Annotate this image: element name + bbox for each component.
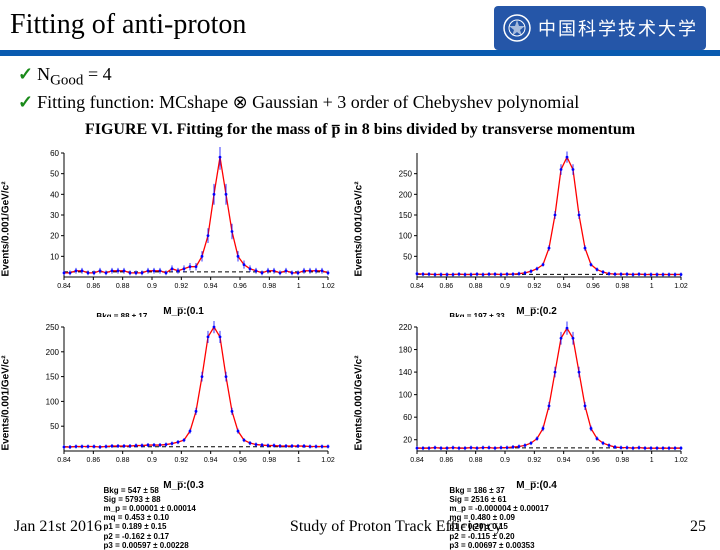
svg-text:0.88: 0.88 [116, 283, 130, 290]
svg-text:200: 200 [399, 190, 413, 199]
page-number: 25 [690, 518, 706, 536]
x-axis-label: M_p̅:(0.2Bkg = 197 ± 33Sig = 2263 ± 56m_… [516, 306, 557, 317]
bullet-1: ✓NGood = 4 [18, 64, 706, 90]
svg-text:0.84: 0.84 [57, 457, 71, 464]
y-axis-label: Events/0.001/GeV/c² [354, 355, 365, 450]
svg-text:1.02: 1.02 [321, 457, 335, 464]
svg-text:0.88: 0.88 [469, 457, 483, 464]
x-axis-label: M_p̅:(0.4Bkg = 186 ± 37Sig = 2516 ± 61m_… [516, 480, 557, 491]
svg-text:0.86: 0.86 [440, 457, 454, 464]
university-name: 中国科学技术大学 [538, 15, 698, 41]
footer-date: Jan 21st 2016 [14, 518, 102, 536]
figure-caption: FIGURE VI. Fitting for the mass of p̅ in… [0, 121, 720, 139]
svg-text:200: 200 [46, 347, 60, 356]
chart-svg: 20 60 100 140 180 220 0.84 0.86 0.88 0.9 0.92 0.94 0… [389, 321, 689, 471]
svg-text:250: 250 [46, 323, 60, 332]
footer-title: Study of Proton Track Efficiency [290, 518, 502, 536]
y-axis-label: Events/0.001/GeV/c² [354, 181, 365, 276]
svg-text:40: 40 [50, 190, 59, 199]
svg-text:100: 100 [46, 397, 60, 406]
svg-text:0.94: 0.94 [557, 457, 571, 464]
svg-text:150: 150 [46, 372, 60, 381]
svg-text:0.98: 0.98 [263, 457, 277, 464]
bullet-2: ✓Fitting function: MCshape ⊗ Gaussian + … [18, 92, 706, 113]
svg-text:0.92: 0.92 [528, 283, 542, 290]
ustc-seal-icon [502, 13, 532, 43]
svg-text:0.9: 0.9 [500, 283, 510, 290]
svg-text:1: 1 [297, 457, 301, 464]
svg-text:0.88: 0.88 [116, 457, 130, 464]
plot-panel: 50 100 150 200 250 0.84 0.86 0.88 0.9 0.92 0.94 0.9… [8, 317, 359, 489]
svg-text:0.98: 0.98 [263, 283, 277, 290]
svg-text:180: 180 [399, 345, 413, 354]
university-logo: 中国科学技术大学 [494, 6, 706, 50]
svg-text:0.92: 0.92 [175, 283, 189, 290]
svg-text:1: 1 [297, 283, 301, 290]
svg-text:0.98: 0.98 [616, 457, 630, 464]
svg-text:60: 60 [403, 413, 412, 422]
svg-text:0.86: 0.86 [87, 457, 101, 464]
svg-text:10: 10 [50, 252, 59, 261]
svg-text:100: 100 [399, 390, 413, 399]
chart-svg: 50 100 150 200 250 0.84 0.86 0.88 0.9 0.92 0.94 0.9… [389, 147, 689, 297]
svg-text:1.02: 1.02 [321, 283, 335, 290]
y-axis-label: Events/0.001/GeV/c² [1, 355, 12, 450]
svg-text:0.86: 0.86 [87, 283, 101, 290]
svg-text:1.02: 1.02 [674, 457, 688, 464]
svg-text:0.96: 0.96 [586, 457, 600, 464]
check-icon: ✓ [18, 64, 33, 84]
svg-text:220: 220 [399, 323, 413, 332]
x-axis-label: M_p̅:(0.3Bkg = 547 ± 58Sig = 5793 ± 88m_… [163, 480, 204, 491]
svg-text:0.92: 0.92 [175, 457, 189, 464]
svg-text:1: 1 [650, 283, 654, 290]
chart-svg: 50 100 150 200 250 0.84 0.86 0.88 0.9 0.92 0.94 0.9… [36, 321, 336, 471]
svg-text:0.92: 0.92 [528, 457, 542, 464]
plot-grid: 1020304050600.840.860.880.90.920.940.960… [0, 143, 720, 489]
y-axis-label: Events/0.001/GeV/c² [1, 181, 12, 276]
bullet-list: ✓NGood = 4 ✓Fitting function: MCshape ⊗ … [0, 56, 720, 113]
svg-text:0.96: 0.96 [586, 283, 600, 290]
svg-text:0.88: 0.88 [469, 283, 483, 290]
footer: Jan 21st 2016 Study of Proton Track Effi… [0, 518, 720, 536]
svg-text:50: 50 [50, 422, 59, 431]
svg-text:30: 30 [50, 211, 59, 220]
svg-text:0.96: 0.96 [233, 457, 247, 464]
svg-text:0.86: 0.86 [440, 283, 454, 290]
svg-text:0.9: 0.9 [147, 457, 157, 464]
svg-text:60: 60 [50, 149, 59, 158]
svg-text:20: 20 [50, 231, 59, 240]
svg-text:140: 140 [399, 368, 413, 377]
svg-text:0.84: 0.84 [410, 283, 424, 290]
svg-text:50: 50 [403, 252, 412, 261]
plot-panel: 50 100 150 200 250 0.84 0.86 0.88 0.9 0.92 0.94 0.9… [361, 143, 712, 315]
svg-text:100: 100 [399, 231, 413, 240]
svg-text:0.9: 0.9 [500, 457, 510, 464]
check-icon: ✓ [18, 92, 33, 112]
page-title: Fitting of anti-proton [10, 9, 246, 41]
svg-text:0.9: 0.9 [147, 283, 157, 290]
svg-text:0.94: 0.94 [557, 283, 571, 290]
svg-text:50: 50 [50, 169, 59, 178]
plot-panel: 20 60 100 140 180 220 0.84 0.86 0.88 0.9 0.92 0.94 0… [361, 317, 712, 489]
svg-text:0.96: 0.96 [233, 283, 247, 290]
svg-text:1: 1 [650, 457, 654, 464]
svg-text:150: 150 [399, 211, 413, 220]
svg-text:1.02: 1.02 [674, 283, 688, 290]
x-axis-label: M_p̅:(0.1Bkg = 88 ± 17Sig = 430 ± 26m_p … [163, 306, 204, 317]
svg-text:20: 20 [403, 435, 412, 444]
svg-text:250: 250 [399, 169, 413, 178]
svg-text:0.84: 0.84 [57, 283, 71, 290]
svg-text:0.94: 0.94 [204, 457, 218, 464]
svg-text:0.94: 0.94 [204, 283, 218, 290]
header: Fitting of anti-proton 中国科学技术大学 [0, 0, 720, 56]
chart-svg: 10 20 30 40 50 60 0.84 0.86 0.88 0.9 0.92 0.94 0.96 0… [36, 147, 336, 297]
plot-panel: 10 20 30 40 50 60 0.84 0.86 0.88 0.9 0.92 0.94 0.96 0… [8, 143, 359, 315]
svg-text:0.84: 0.84 [410, 457, 424, 464]
svg-text:0.98: 0.98 [616, 283, 630, 290]
